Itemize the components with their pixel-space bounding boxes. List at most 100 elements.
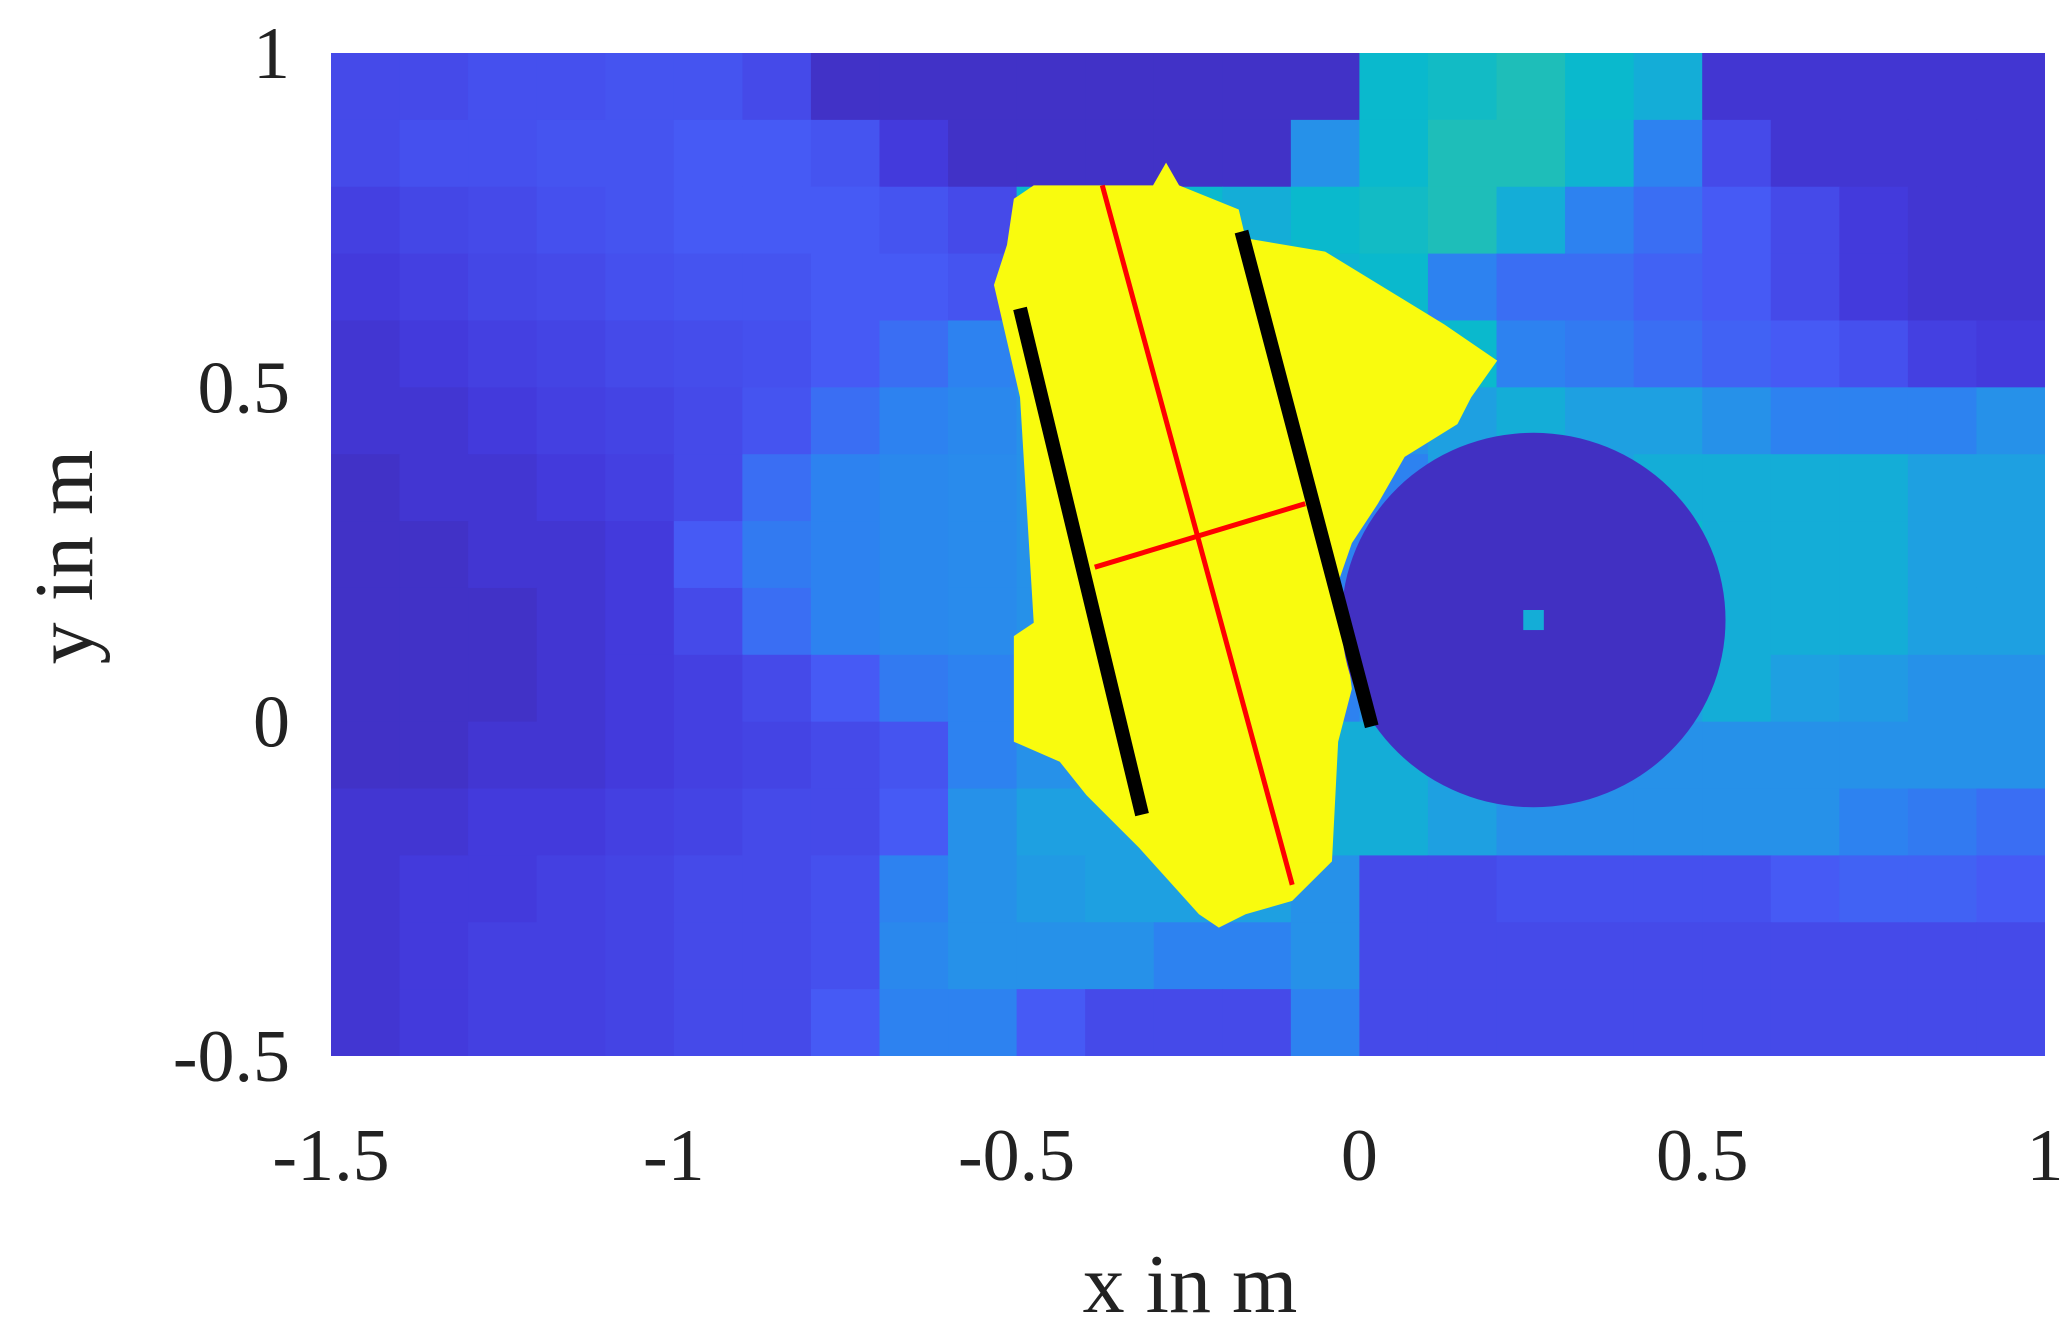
heatmap-cell <box>1702 119 1772 188</box>
heatmap-cell <box>810 788 881 857</box>
heatmap-cell <box>810 654 881 723</box>
heatmap-cell <box>742 989 812 1056</box>
heatmap-cell <box>1633 387 1703 455</box>
heatmap-cell <box>1222 119 1292 188</box>
heatmap-cell <box>673 320 744 389</box>
heatmap-cell <box>673 521 744 589</box>
heatmap-cell <box>1907 922 1978 990</box>
heatmap-cell <box>605 587 675 656</box>
heatmap-cell <box>1085 922 1155 990</box>
heatmap-cell <box>468 922 538 990</box>
heatmap-cell <box>1427 989 1498 1056</box>
y-tick-label: 0.5 <box>198 347 291 429</box>
heatmap-cell <box>1633 855 1703 924</box>
heatmap-cell <box>948 721 1018 790</box>
heatmap-cell <box>1702 922 1772 990</box>
heatmap-cell <box>1565 922 1635 990</box>
heatmap-cell <box>536 654 607 723</box>
heatmap-cell <box>879 989 949 1056</box>
heatmap-cell <box>468 587 538 656</box>
heatmap-cell <box>1976 788 2045 857</box>
heatmap-cell <box>1839 253 1909 322</box>
heatmap-cell <box>948 454 1018 522</box>
x-tick-label: 0.5 <box>1656 1115 1749 1197</box>
heatmap-cell <box>1496 186 1566 255</box>
heatmap-cell <box>468 454 538 522</box>
heatmap-cell <box>810 521 881 589</box>
heatmap-cell <box>1907 587 1978 656</box>
heatmap-cell <box>468 788 538 857</box>
heatmap-cell <box>1290 53 1361 121</box>
x-tick-label: 1 <box>2027 1115 2064 1197</box>
x-tick-label: 0 <box>1341 1115 1378 1197</box>
heatmap-cell <box>1016 922 1086 990</box>
heatmap-cell <box>1976 454 2045 522</box>
heatmap-cell <box>810 387 881 455</box>
heatmap-cell <box>536 186 607 255</box>
heatmap-cell <box>810 186 881 255</box>
heatmap-cell <box>1359 989 1429 1056</box>
heatmap-cell <box>1085 119 1155 188</box>
heatmap-cell <box>1633 53 1703 121</box>
heatmap-cell <box>399 654 469 723</box>
heatmap-cell <box>468 186 538 255</box>
heatmap-cell <box>331 387 401 455</box>
heatmap-cell <box>1770 53 1841 121</box>
heatmap-cell <box>948 387 1018 455</box>
heatmap-cell <box>1770 587 1841 656</box>
y-axis-label: y in m <box>18 450 111 665</box>
heatmap-cell <box>673 186 744 255</box>
y-tick-label: 1 <box>253 13 290 95</box>
heatmap-cell <box>948 186 1018 255</box>
heatmap-cell <box>536 387 607 455</box>
x-tick-label: -0.5 <box>958 1115 1075 1197</box>
heatmap-cell <box>1770 387 1841 455</box>
y-tick-labels: -0.5 0 0.5 1 <box>173 13 290 1098</box>
heatmap-cell <box>399 53 469 121</box>
heatmap-cell <box>1839 119 1909 188</box>
heatmap-cell <box>1907 855 1978 924</box>
heatmap-cell <box>879 53 949 121</box>
heatmap-cell <box>948 587 1018 656</box>
heatmap-cell <box>468 521 538 589</box>
heatmap-cell <box>1427 922 1498 990</box>
heatmap-cell <box>605 387 675 455</box>
heatmap-cell <box>879 587 949 656</box>
heatmap-cell <box>1770 855 1841 924</box>
heatmap-cell <box>1427 119 1498 188</box>
heatmap-cell <box>1702 855 1772 924</box>
heatmap-cell <box>605 922 675 990</box>
heatmap-cell <box>331 989 401 1056</box>
heatmap-cell <box>810 454 881 522</box>
heatmap-cell <box>810 989 881 1056</box>
heatmap-cell <box>1496 989 1566 1056</box>
heatmap-cell <box>605 186 675 255</box>
heatmap-cell <box>948 521 1018 589</box>
heatmap-cell <box>1770 253 1841 322</box>
heatmap-cell <box>673 788 744 857</box>
heatmap-cell <box>742 855 812 924</box>
heatmap-cell <box>1770 721 1841 790</box>
heatmap-cell <box>1153 922 1224 990</box>
heatmap-region <box>1523 609 1544 631</box>
heatmap-cell <box>1565 855 1635 924</box>
heatmap-cell <box>1907 654 1978 723</box>
heatmap-cell <box>948 53 1018 121</box>
heatmap-cell <box>1565 320 1635 389</box>
heatmap-cell <box>605 721 675 790</box>
heatmap-cell <box>1085 989 1155 1056</box>
heatmap-cell <box>1839 320 1909 389</box>
heatmap-cell <box>1839 855 1909 924</box>
heatmap-cell <box>1565 253 1635 322</box>
heatmap-cell <box>742 253 812 322</box>
heatmap-cell <box>331 320 401 389</box>
heatmap-cell <box>1427 53 1498 121</box>
heatmap-cell <box>1496 53 1566 121</box>
heatmap-cell <box>399 788 469 857</box>
heatmap-cell <box>879 253 949 322</box>
heatmap-cell <box>879 186 949 255</box>
heatmap-cell <box>1359 53 1429 121</box>
heatmap-cell <box>399 454 469 522</box>
heatmap-cell <box>1839 521 1909 589</box>
heatmap-cell <box>1702 186 1772 255</box>
